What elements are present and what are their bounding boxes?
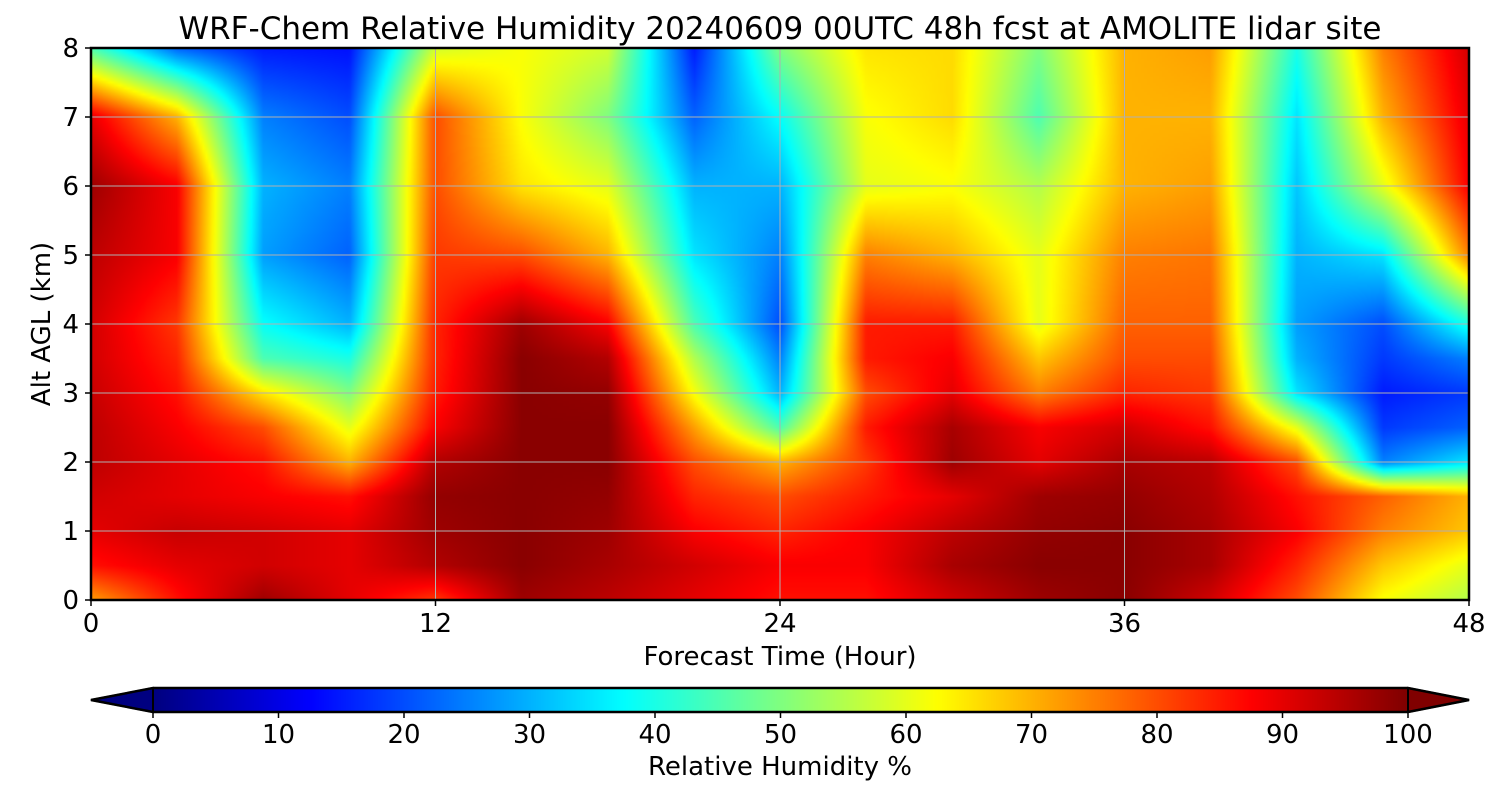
colorbar-tick-label: 10 (262, 720, 295, 750)
y-tick-label: 0 (62, 586, 79, 616)
x-axis: 0 12 24 36 48 (83, 600, 1486, 639)
colorbar-tick-label: 30 (513, 720, 546, 750)
grid-lines (91, 48, 1469, 600)
x-tick-label: 24 (763, 609, 796, 639)
y-axis-label: Alt AGL (km) (27, 242, 57, 406)
y-tick-label: 4 (62, 310, 79, 340)
colorbar-tick-label: 60 (889, 720, 922, 750)
colorbar-label: Relative Humidity % (648, 752, 912, 782)
y-axis: 0 1 2 3 4 5 6 7 8 (62, 34, 91, 616)
x-tick-label: 36 (1108, 609, 1141, 639)
x-tick-label: 12 (419, 609, 452, 639)
colorbar-tick-label: 80 (1140, 720, 1173, 750)
y-tick-label: 8 (62, 34, 79, 64)
colorbar-tick-label: 0 (145, 720, 162, 750)
x-tick-label: 48 (1452, 609, 1485, 639)
y-tick-label: 5 (62, 241, 79, 271)
colorbar-tick-label: 90 (1266, 720, 1299, 750)
colorbar-ticks: 0 10 20 30 40 50 60 70 80 90 100 (145, 712, 1433, 750)
colorbar-tick-label: 70 (1015, 720, 1048, 750)
y-tick-label: 7 (62, 103, 79, 133)
y-tick-label: 2 (62, 448, 79, 478)
y-tick-label: 1 (62, 517, 79, 547)
x-axis-label: Forecast Time (Hour) (643, 642, 916, 672)
colorbar-tick-label: 50 (764, 720, 797, 750)
colorbar-low-extension (90, 686, 154, 714)
y-tick-label: 6 (62, 172, 79, 202)
colorbar-tick-label: 40 (638, 720, 671, 750)
colorbar-gradient (153, 688, 1408, 712)
chart-title: WRF-Chem Relative Humidity 20240609 00UT… (178, 11, 1381, 47)
y-tick-label: 3 (62, 379, 79, 409)
colorbar-high-extension (1407, 686, 1470, 714)
x-tick-label: 0 (83, 609, 100, 639)
colorbar-tick-label: 100 (1383, 720, 1433, 750)
colorbar-tick-label: 20 (387, 720, 420, 750)
